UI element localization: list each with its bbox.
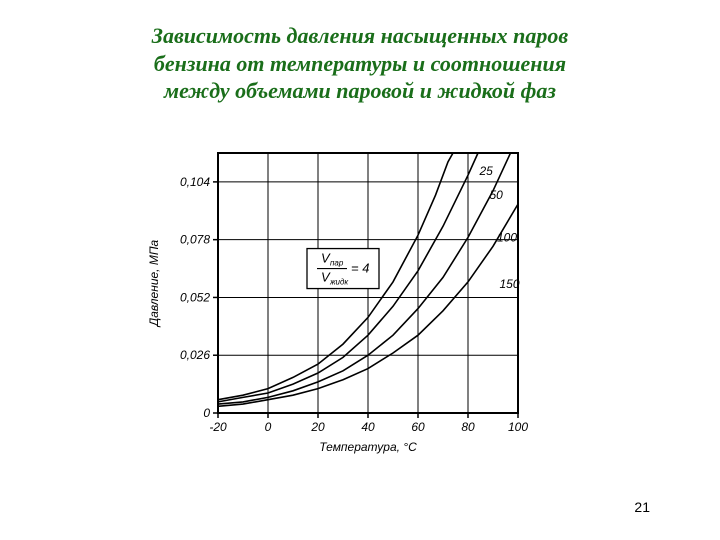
svg-text:Давление, МПа: Давление, МПа — [147, 239, 161, 328]
title-line-2: бензина от температуры и соотношения — [154, 51, 566, 76]
title-line-3: между объемами паровой и жидкой фаз — [164, 78, 556, 103]
svg-text:80: 80 — [461, 420, 475, 434]
svg-text:0: 0 — [203, 406, 210, 420]
svg-text:20: 20 — [310, 420, 325, 434]
svg-text:Температура, °C: Температура, °C — [319, 440, 417, 454]
svg-text:25: 25 — [479, 164, 494, 178]
svg-text:= 4: = 4 — [351, 261, 369, 276]
svg-text:0: 0 — [265, 420, 272, 434]
svg-text:50: 50 — [490, 188, 504, 202]
svg-text:60: 60 — [411, 420, 425, 434]
svg-text:жидк: жидк — [329, 278, 349, 287]
svg-text:-20: -20 — [209, 420, 227, 434]
svg-text:0,052: 0,052 — [180, 290, 210, 304]
svg-text:0,026: 0,026 — [180, 348, 210, 362]
svg-text:100: 100 — [497, 230, 517, 244]
pressure-chart: -2002040608010000,0260,0520,0780,1042550… — [140, 145, 580, 475]
svg-text:0,104: 0,104 — [180, 175, 210, 189]
svg-text:150: 150 — [500, 277, 520, 291]
page-number: 21 — [634, 499, 650, 515]
svg-text:40: 40 — [361, 420, 375, 434]
slide-title: Зависимость давления насыщенных паров бе… — [40, 22, 680, 105]
svg-text:100: 100 — [508, 420, 528, 434]
title-line-1: Зависимость давления насыщенных паров — [152, 23, 568, 48]
chart-container: -2002040608010000,0260,0520,0780,1042550… — [140, 145, 580, 475]
svg-text:0,078: 0,078 — [180, 233, 210, 247]
svg-text:пар: пар — [330, 259, 344, 268]
